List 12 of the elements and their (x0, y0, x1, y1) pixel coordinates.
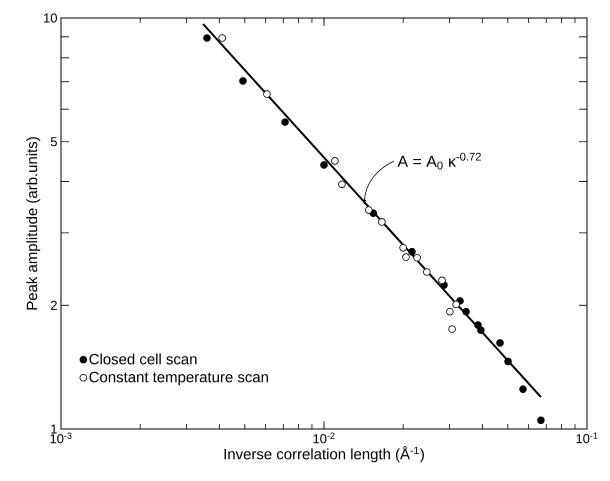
annotation: A = A$_{0}$ κ$^{-0.72}$ (397, 152, 481, 170)
x-tick-label: 10$^{-3}$ (50, 432, 72, 444)
y-tick-label: 2 (50, 300, 57, 310)
x-tick-label: 10$^{-1}$ (576, 432, 598, 444)
y-tick-label: 10 (44, 13, 57, 23)
y-tick-label: 5 (50, 137, 57, 146)
y-axis-title: Peak amplitude (arb.units) (26, 137, 40, 310)
y-tick-label: 1 (51, 424, 57, 434)
legend-label: Closed cell scan (89, 353, 197, 364)
x-axis-title: Inverse correlation length (Å$^{-1}$) (224, 446, 424, 462)
legend-label: Constant temperature scan (89, 372, 268, 386)
x-tick-label: 10$^{-2}$ (313, 432, 335, 444)
